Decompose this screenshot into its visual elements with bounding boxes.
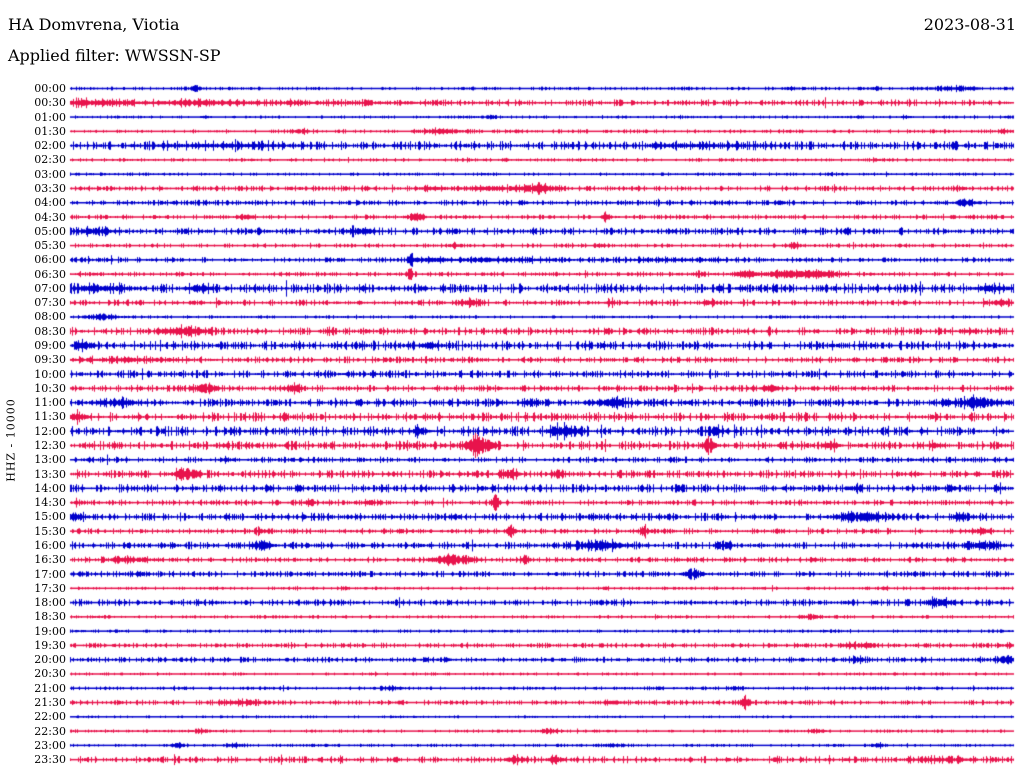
time-label: 05:00 xyxy=(34,224,66,238)
time-label: 17:30 xyxy=(34,581,66,595)
time-label: 05:30 xyxy=(34,239,66,253)
time-label: 19:00 xyxy=(34,624,66,638)
time-label: 03:00 xyxy=(34,167,66,181)
time-label: 16:30 xyxy=(34,553,66,567)
time-label: 21:00 xyxy=(34,681,66,695)
time-label: 17:00 xyxy=(34,567,66,581)
time-label: 02:30 xyxy=(34,153,66,167)
time-label: 13:30 xyxy=(34,467,66,481)
filter-label: Applied filter: WWSSN-SP xyxy=(8,46,221,65)
time-label: 14:30 xyxy=(34,496,66,510)
time-label: 07:30 xyxy=(34,296,66,310)
time-label: 22:30 xyxy=(34,724,66,738)
time-label: 08:30 xyxy=(34,324,66,338)
time-label: 11:00 xyxy=(34,396,66,410)
time-label: 15:30 xyxy=(34,524,66,538)
time-label: 06:30 xyxy=(34,267,66,281)
time-label: 01:00 xyxy=(34,110,66,124)
time-label: 18:00 xyxy=(34,596,66,610)
time-label: 20:30 xyxy=(34,667,66,681)
time-label: 19:30 xyxy=(34,638,66,652)
time-label: 02:00 xyxy=(34,139,66,153)
time-label: 12:30 xyxy=(34,439,66,452)
time-label: 03:30 xyxy=(34,181,66,195)
time-label: 15:00 xyxy=(34,510,66,524)
time-label: 12:00 xyxy=(34,424,66,438)
time-label: 04:30 xyxy=(34,210,66,224)
time-label: 07:00 xyxy=(34,281,66,295)
time-label: 08:00 xyxy=(34,310,66,324)
date-label: 2023-08-31 xyxy=(923,15,1016,34)
time-label: 23:30 xyxy=(34,753,66,767)
time-label: 10:30 xyxy=(34,381,66,395)
time-label: 23:00 xyxy=(34,738,66,752)
time-label: 20:00 xyxy=(34,653,66,667)
time-label: 09:00 xyxy=(34,339,66,353)
time-label: 06:00 xyxy=(34,253,66,267)
time-label: 16:00 xyxy=(34,538,66,552)
time-label: 10:00 xyxy=(34,367,66,381)
channel-scale-label: HHZ - 10000 xyxy=(4,398,18,482)
station-title: HA Domvrena, Viotia xyxy=(8,15,180,34)
time-label: 04:00 xyxy=(34,196,66,210)
time-label: 18:30 xyxy=(34,610,66,624)
time-label: 11:30 xyxy=(34,410,66,424)
time-label: 14:00 xyxy=(34,481,66,495)
time-label: 01:30 xyxy=(34,124,66,138)
time-label: 22:00 xyxy=(34,710,66,724)
time-label: 09:30 xyxy=(34,353,66,367)
time-label: 00:30 xyxy=(34,96,66,110)
time-label: 21:30 xyxy=(34,696,66,710)
time-label: 13:00 xyxy=(34,453,66,467)
time-label: 00:00 xyxy=(34,82,66,95)
